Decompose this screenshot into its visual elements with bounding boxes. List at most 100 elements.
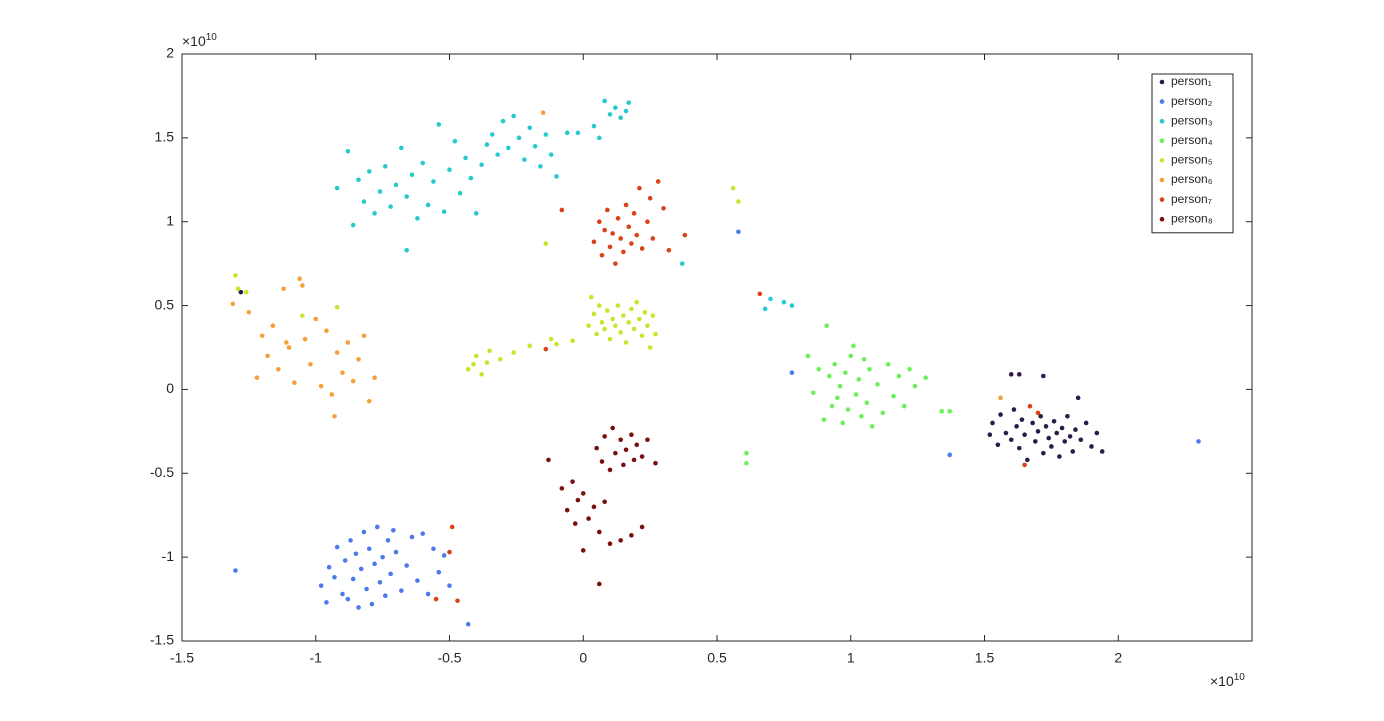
point: [602, 326, 607, 332]
point: [415, 578, 420, 583]
point: [998, 395, 1003, 401]
point: [607, 467, 613, 473]
point: [607, 541, 613, 547]
point: [358, 566, 364, 572]
point: [634, 232, 640, 238]
point: [639, 246, 645, 251]
point: [821, 417, 827, 422]
point: [350, 576, 356, 582]
point: [388, 204, 393, 209]
point: [1065, 413, 1070, 419]
point: [629, 432, 634, 438]
point: [768, 296, 773, 302]
point: [484, 142, 490, 147]
x-tick-label: 0: [579, 650, 587, 666]
point: [340, 591, 345, 597]
point: [1008, 437, 1014, 443]
point: [642, 309, 648, 315]
point: [762, 306, 768, 312]
point: [308, 361, 313, 367]
point: [597, 135, 602, 141]
point: [864, 400, 870, 406]
point: [912, 383, 918, 389]
point: [393, 182, 399, 188]
point: [484, 360, 490, 365]
point: [613, 105, 618, 110]
point: [597, 303, 602, 308]
point: [356, 356, 361, 362]
point: [580, 491, 586, 496]
y-tick-label: -1.5: [150, 632, 174, 648]
point: [409, 534, 415, 540]
point: [498, 356, 503, 362]
point: [575, 130, 581, 136]
point: [420, 160, 426, 166]
point: [744, 460, 749, 466]
point: [666, 247, 672, 253]
point: [736, 229, 741, 235]
point: [572, 521, 578, 526]
point: [284, 340, 289, 345]
point: [238, 289, 244, 295]
point: [588, 294, 594, 300]
point: [947, 408, 953, 414]
point: [998, 412, 1003, 417]
point: [1035, 410, 1041, 416]
point: [361, 333, 367, 339]
multiplier-base: ×10: [182, 33, 206, 49]
point: [313, 316, 319, 322]
point: [1025, 457, 1030, 463]
y-tick-label: 0.5: [155, 296, 175, 312]
point: [441, 553, 447, 558]
point: [447, 549, 452, 555]
point: [1078, 437, 1084, 443]
point: [425, 591, 431, 597]
point: [650, 313, 656, 318]
point: [300, 283, 305, 288]
point: [548, 152, 554, 157]
point: [653, 460, 658, 466]
point: [629, 306, 634, 312]
point: [345, 596, 351, 602]
legend-label: person₅: [1171, 153, 1213, 167]
x-tick-label: -0.5: [437, 650, 461, 666]
legend-marker: [1159, 118, 1165, 124]
legend-marker: [1159, 197, 1165, 202]
point: [901, 403, 907, 409]
point: [845, 407, 851, 412]
point: [816, 367, 821, 372]
point: [594, 445, 599, 451]
point: [615, 303, 621, 308]
y-tick-label: -0.5: [150, 464, 174, 480]
point: [1027, 403, 1033, 409]
point: [471, 361, 476, 367]
point: [811, 390, 816, 396]
point: [645, 437, 650, 443]
point: [1019, 417, 1025, 422]
point: [372, 211, 377, 216]
point: [1041, 450, 1046, 456]
point: [645, 219, 650, 225]
point: [631, 326, 637, 332]
point: [634, 299, 640, 305]
point: [586, 323, 591, 328]
point: [1099, 449, 1105, 454]
point: [564, 130, 570, 136]
point: [730, 185, 736, 191]
point: [639, 333, 645, 339]
legend-label: person₈: [1171, 211, 1213, 225]
point: [615, 216, 621, 221]
point: [613, 450, 618, 456]
point: [345, 340, 351, 345]
point: [623, 340, 629, 345]
point: [647, 345, 653, 350]
point: [602, 434, 607, 439]
point: [511, 350, 516, 355]
point: [853, 392, 859, 397]
point: [409, 172, 415, 178]
legend: person₁ person₂ person₃ person₄ person₅ perso…: [1151, 73, 1234, 234]
x-tick-label: 1: [847, 650, 855, 666]
point: [1035, 429, 1041, 434]
point: [829, 403, 835, 409]
point: [388, 571, 393, 577]
